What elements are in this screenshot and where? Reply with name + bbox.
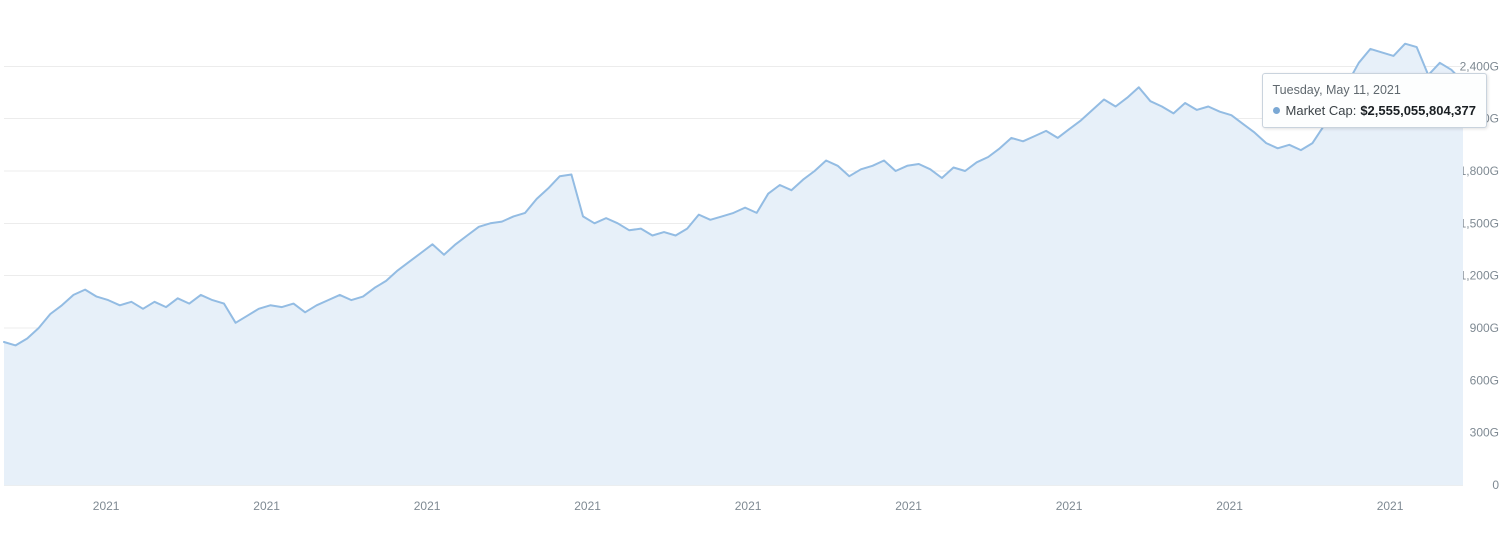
x-axis-label: 2021 [574, 499, 601, 513]
x-axis-label: 2021 [93, 499, 120, 513]
x-axis-label: 2021 [1216, 499, 1243, 513]
y-axis-label: 900G [1470, 321, 1499, 335]
x-axis-label: 2021 [1377, 499, 1404, 513]
x-axis-label: 2021 [895, 499, 922, 513]
x-axis-label: 2021 [735, 499, 762, 513]
y-axis-label: 600G [1470, 373, 1499, 387]
chart-svg: 0 300G 600G 900G 1,200G 1,500G 1,800G 2,100G 2,4… [0, 0, 1503, 537]
y-axis-label: 1,200G [1460, 269, 1499, 283]
market-cap-chart[interactable]: 0 300G 600G 900G 1,200G 1,500G 1,800G 2,100G 2,4… [0, 0, 1503, 537]
y-axis-label: 1,500G [1460, 216, 1499, 230]
y-axis-label: 2,100G [1460, 112, 1499, 126]
y-axis-label: 300G [1470, 426, 1499, 440]
series-area [4, 44, 1463, 485]
x-axis-label: 2021 [253, 499, 280, 513]
y-axis-label: 1,800G [1460, 164, 1499, 178]
x-axis-label: 2021 [414, 499, 441, 513]
y-axis-label: 0 [1492, 478, 1499, 492]
y-axis-label: 2,400G [1460, 59, 1499, 73]
x-axis-label: 2021 [1056, 499, 1083, 513]
